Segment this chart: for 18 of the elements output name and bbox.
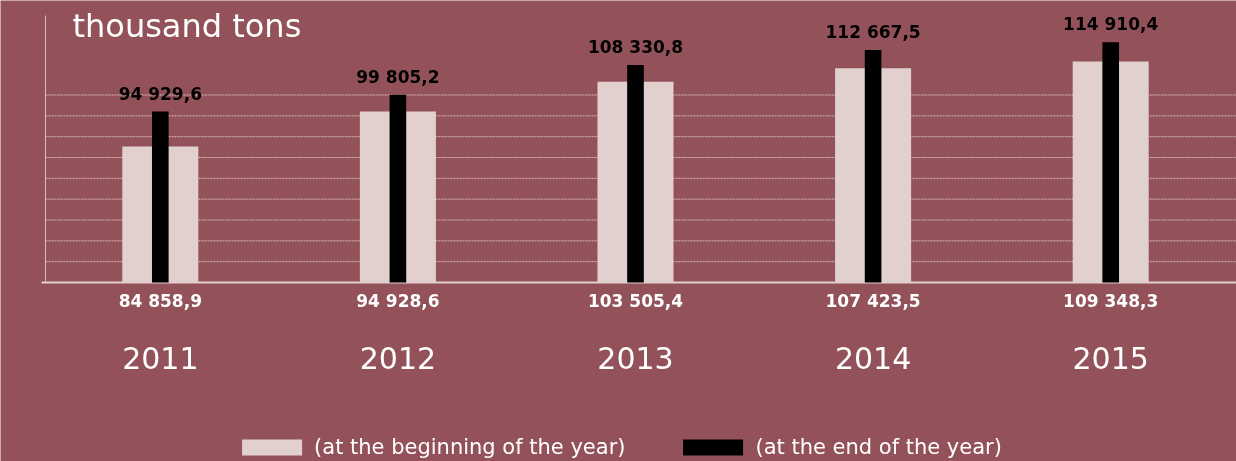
data-label: 107 423,5 <box>825 290 921 311</box>
x-tick-label: 2013 <box>597 340 674 376</box>
legend-label: (at the end of the year) <box>755 435 1002 459</box>
x-tick-label: 2012 <box>359 340 437 376</box>
data-label: 108 330,8 <box>587 37 684 58</box>
legend-label: (at the beginning of the year) <box>314 435 626 459</box>
data-label: 94 929,6 <box>118 83 202 104</box>
x-tick-label: 2015 <box>1072 340 1149 376</box>
chart-title: thousand tons <box>72 6 302 45</box>
data-label: 103 505,4 <box>587 290 684 311</box>
data-label: 94 928,6 <box>356 290 440 311</box>
x-tick-label: 2014 <box>834 340 912 376</box>
x-tick-label: 2011 <box>122 340 199 376</box>
data-label: 109 348,3 <box>1063 290 1159 311</box>
data-label: 84 858,9 <box>118 290 202 311</box>
data-label: 99 805,2 <box>356 66 440 87</box>
data-label: 112 667,5 <box>825 21 921 42</box>
data-label: 114 910,4 <box>1063 14 1159 35</box>
